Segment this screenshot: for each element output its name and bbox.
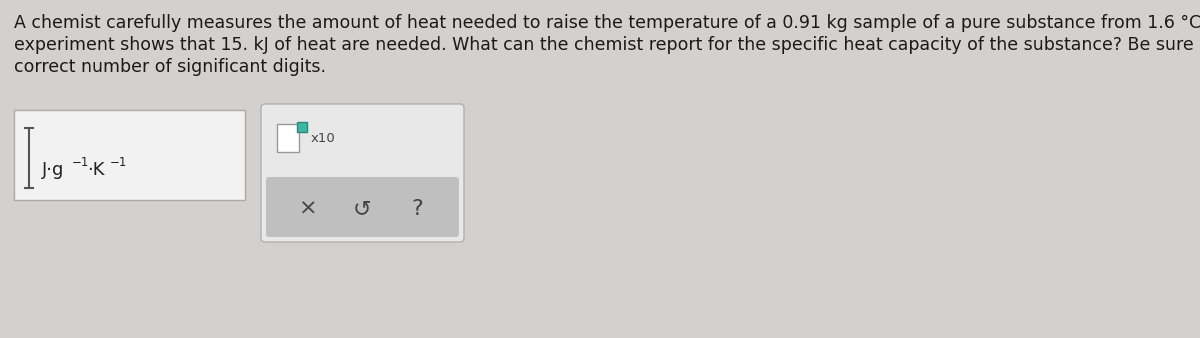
Text: ↺: ↺ [353, 199, 372, 219]
Text: −1: −1 [72, 155, 89, 169]
Text: ?: ? [412, 199, 422, 219]
FancyBboxPatch shape [298, 122, 307, 132]
Text: correct number of significant digits.: correct number of significant digits. [14, 58, 326, 76]
Text: J·g: J·g [42, 161, 65, 179]
Text: experiment shows that 15. kJ of heat are needed. What can the chemist report for: experiment shows that 15. kJ of heat are… [14, 36, 1200, 54]
Text: ·K: ·K [88, 161, 104, 179]
FancyBboxPatch shape [262, 104, 464, 242]
FancyBboxPatch shape [266, 177, 458, 237]
Text: −1: −1 [110, 155, 127, 169]
FancyBboxPatch shape [14, 110, 245, 200]
Text: A chemist carefully measures the amount of heat needed to raise the temperature : A chemist carefully measures the amount … [14, 14, 1200, 32]
Text: ×: × [299, 199, 317, 219]
FancyBboxPatch shape [277, 124, 299, 152]
Text: x10: x10 [311, 131, 336, 145]
